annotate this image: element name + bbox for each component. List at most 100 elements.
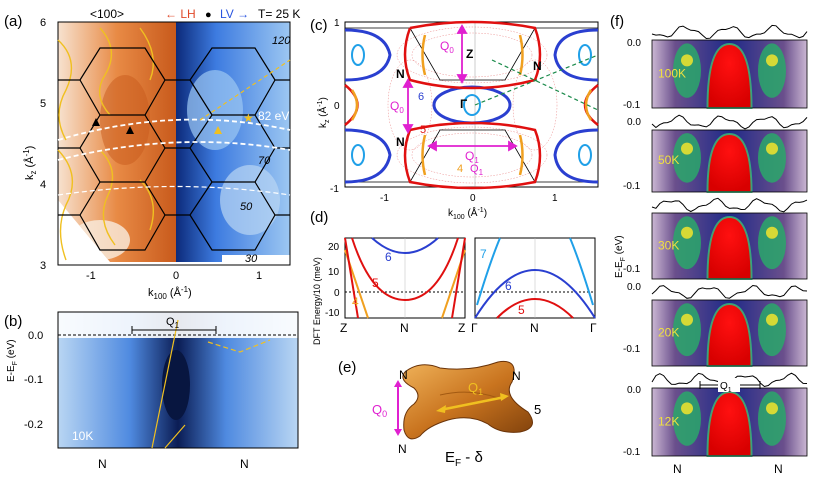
- point-z: Z: [466, 47, 473, 61]
- f-ytick: -0.1: [623, 181, 641, 192]
- d-ytick: 10: [328, 267, 340, 278]
- band-4-label: 4: [457, 163, 463, 175]
- temperature-label-f: 30K: [658, 238, 679, 252]
- panel-f: (f) 100K 50K 30K 20K 12K Q1 0.0 -0.1 0.0 -0.…: [610, 13, 808, 476]
- q1-bracket-b: [131, 326, 217, 334]
- energy-30: 30: [245, 253, 258, 265]
- temperature-strip: 30K: [651, 195, 808, 280]
- c-ylabel: kz (Å-1): [316, 97, 331, 128]
- c-xlabel: k100 (Å-1): [448, 206, 487, 221]
- mdc-profile: [651, 24, 808, 40]
- panel-e: (e) N N N Q0 Q1 5 EF - δ: [338, 359, 541, 469]
- b-ytick: -0.1: [24, 374, 43, 386]
- temperature-strip: 100K: [651, 22, 808, 109]
- d-ylabel: DFT Energy/10 (meV): [312, 257, 322, 345]
- q1-label-e: Q1: [468, 380, 483, 397]
- c-ytick: 1: [334, 18, 340, 29]
- energy-120: 120: [272, 35, 291, 47]
- f-ytick: 0.0: [627, 38, 641, 49]
- cut-lines-c: [474, 54, 599, 111]
- f-xtick: N: [673, 462, 682, 476]
- b-ytick: 0.0: [28, 330, 43, 342]
- marker-triangle: [126, 126, 134, 134]
- band-4-contours: [350, 34, 593, 176]
- temperature-strips: 100K 50K 30K 20K 12K: [651, 22, 808, 457]
- panel-b-label: (b): [4, 313, 22, 330]
- d-label-7: 7: [480, 247, 487, 261]
- temperature-strip: 12K: [651, 370, 808, 457]
- temp-10k: 10K: [72, 429, 93, 443]
- d-band-5-right: [496, 298, 574, 319]
- d-band-6-left: [371, 237, 439, 254]
- fermi-contours-a: [57, 27, 154, 261]
- a-ytick: 5: [40, 98, 46, 110]
- q0-label-c: Q0: [440, 39, 454, 55]
- point-n-e: N: [399, 368, 408, 382]
- energy-50: 50: [240, 201, 253, 213]
- temperature-label-f: 12K: [658, 414, 679, 428]
- panel-d-label: (d): [310, 209, 328, 226]
- point-n: N: [533, 59, 542, 73]
- marker-triangle: [214, 126, 222, 134]
- lh-label: ← LH: [165, 7, 196, 21]
- panel-b: (b) Q1 10K 0.0 -0.1 -0.2 E-EF (eV) N N: [4, 311, 299, 471]
- direction-label: <100>: [90, 7, 124, 21]
- d-ytick: 0: [334, 288, 340, 299]
- d-label-4: 4: [352, 295, 359, 309]
- point-n-e: N: [512, 369, 521, 383]
- d-xtick: N: [530, 321, 539, 335]
- d-label-5r: 5: [518, 303, 525, 317]
- q1-label-b: Q1: [166, 316, 180, 330]
- c-ytick: 0: [334, 101, 340, 112]
- a-xtick: 1: [256, 270, 262, 282]
- dispersion-line: [151, 319, 179, 449]
- mdc-profile: [651, 197, 808, 213]
- temperature-label: T= 25 K: [258, 7, 300, 21]
- marker-triangle: [92, 118, 100, 126]
- temperature-label-f: 50K: [658, 153, 679, 167]
- photon-energy-arcs: [57, 118, 291, 196]
- temperature-label-f: 100K: [658, 66, 686, 80]
- c-xtick: -1: [380, 193, 389, 204]
- f-ytick: -0.1: [623, 447, 641, 458]
- q0b-label-c: Q0: [390, 99, 404, 115]
- d-xtick: Γ: [471, 321, 478, 335]
- panel-f-label: (f): [610, 13, 624, 30]
- d-xtick: Γ: [590, 321, 597, 335]
- c-xtick: 0: [470, 193, 476, 204]
- a-xlabel: k100 (Å-1): [148, 285, 192, 301]
- lv-label: LV →: [220, 7, 249, 21]
- f-xtick: N: [774, 462, 783, 476]
- a-xtick: -1: [86, 270, 96, 282]
- q1-label-c: Q1: [465, 149, 479, 165]
- temperature-label-f: 20K: [658, 325, 679, 339]
- d-label-6: 6: [385, 250, 392, 264]
- point-n-e: N: [398, 442, 407, 456]
- central-band: [707, 134, 752, 192]
- panel-c: (c): [310, 17, 599, 221]
- panel-e-label: (e): [338, 359, 356, 376]
- band-7-pockets: [351, 44, 592, 166]
- f-ytick: 0.0: [627, 282, 641, 293]
- central-band: [707, 392, 752, 456]
- temperature-strip: 20K: [651, 282, 808, 367]
- a-ylabel: kz (Å-1): [22, 146, 38, 180]
- d-label-5: 5: [372, 276, 379, 290]
- point-gamma: Γ: [460, 97, 468, 111]
- marker-star: ★: [243, 111, 254, 125]
- d-band-5-left: [351, 237, 459, 302]
- band-5-label-e: 5: [534, 402, 541, 417]
- band-5-label: 5: [420, 124, 426, 136]
- f-ytick: -0.1: [623, 100, 641, 111]
- q1b-label-c: Q1: [470, 163, 484, 177]
- f-ytick: 0.0: [627, 117, 641, 128]
- mdc-profile: [651, 114, 808, 130]
- caption-e: EF - δ: [445, 449, 483, 469]
- a-ytick: 6: [40, 17, 46, 29]
- band-contours-dotted: [387, 26, 558, 184]
- brillouin-zone-grid-a: [58, 47, 290, 251]
- point-n: N: [396, 135, 405, 149]
- b-xtick: N: [98, 457, 107, 471]
- fermi-surface-3d: [402, 360, 533, 440]
- mdc-profile: [651, 284, 808, 299]
